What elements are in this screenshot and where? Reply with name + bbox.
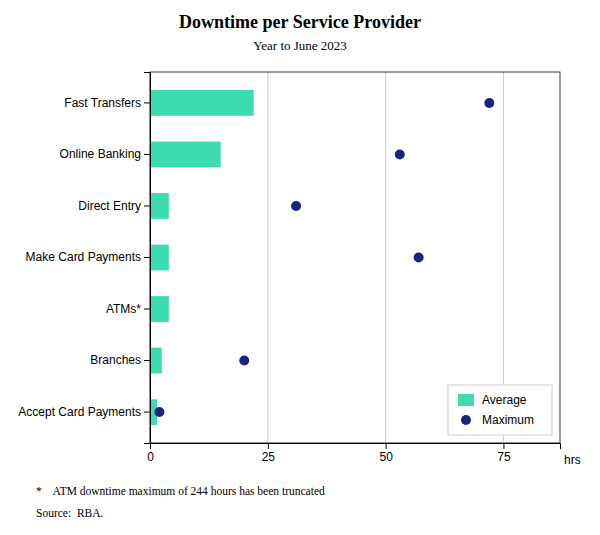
bar bbox=[150, 245, 169, 271]
tick-label: Branches bbox=[90, 353, 141, 367]
bar bbox=[150, 296, 169, 322]
dot bbox=[395, 149, 405, 159]
dot bbox=[239, 356, 249, 366]
tick-label: 50 bbox=[379, 450, 393, 464]
tick: 50 bbox=[379, 443, 393, 464]
bar bbox=[150, 90, 254, 116]
annotation: Source: RBA. bbox=[36, 507, 104, 519]
legend-box bbox=[448, 385, 552, 435]
tick-mark bbox=[386, 443, 387, 449]
bar bbox=[150, 193, 169, 219]
tick-label: Online Banking bbox=[60, 147, 141, 161]
bar bbox=[150, 348, 162, 374]
tick-mark bbox=[268, 443, 269, 449]
axis-line bbox=[151, 444, 561, 450]
tick-label: Accept Card Payments bbox=[18, 405, 141, 419]
bar bbox=[150, 142, 221, 168]
tick-mark bbox=[144, 309, 150, 310]
axis-label: hrs bbox=[564, 453, 581, 467]
tick-mark bbox=[144, 205, 150, 206]
tick-mark bbox=[144, 257, 150, 258]
dot bbox=[414, 253, 424, 263]
tick: ATMs* bbox=[106, 302, 150, 316]
tick-mark bbox=[144, 154, 150, 155]
tick: Online Banking bbox=[60, 147, 150, 161]
chart: Downtime per Service Provider Year to Jun… bbox=[0, 0, 600, 535]
tick-mark bbox=[144, 102, 150, 103]
tick: Accept Card Payments bbox=[18, 405, 150, 419]
axis-line bbox=[144, 73, 151, 444]
legend-swatch bbox=[458, 394, 474, 406]
grid-line bbox=[385, 72, 386, 443]
tick: Branches bbox=[90, 353, 150, 367]
y-axis: Fast Transfers Online Banking Direct Entry… bbox=[18, 73, 150, 444]
tick-label: 25 bbox=[262, 450, 276, 464]
tick-label: ATMs* bbox=[106, 302, 141, 316]
tick: 75 bbox=[497, 443, 511, 464]
subtitle: Year to June 2023 bbox=[253, 38, 347, 53]
tick: 0 bbox=[147, 443, 154, 464]
grid-line bbox=[267, 72, 268, 443]
tick: Direct Entry bbox=[78, 199, 150, 213]
tick: 25 bbox=[262, 443, 276, 464]
dot bbox=[484, 98, 494, 108]
series bbox=[150, 90, 254, 425]
tick: Make Card Payments bbox=[26, 250, 150, 264]
tick-label: Fast Transfers bbox=[64, 96, 141, 110]
legend-label: Average bbox=[482, 393, 527, 407]
x-axis: 0 25 50 75 bbox=[147, 443, 560, 464]
tick-label: 75 bbox=[497, 450, 511, 464]
frame bbox=[150, 72, 560, 443]
series bbox=[154, 98, 494, 417]
annotation: * ATM downtime maximum of 244 hours has … bbox=[36, 485, 325, 497]
title: Downtime per Service Provider bbox=[179, 12, 421, 32]
tick-label: Make Card Payments bbox=[26, 250, 141, 264]
legend-item: Average bbox=[458, 393, 527, 407]
legend-swatch bbox=[461, 415, 471, 425]
dot bbox=[154, 407, 164, 417]
dot bbox=[291, 201, 301, 211]
legend-label: Maximum bbox=[482, 413, 534, 427]
tick-mark bbox=[144, 412, 150, 413]
tick-mark bbox=[503, 443, 504, 449]
legend: Average Maximum bbox=[448, 385, 552, 435]
legend-item: Maximum bbox=[461, 413, 534, 427]
tick-mark bbox=[144, 360, 150, 361]
tick: Fast Transfers bbox=[64, 96, 150, 110]
marks bbox=[150, 90, 494, 425]
tick-label: 0 bbox=[147, 450, 154, 464]
tick-label: Direct Entry bbox=[78, 199, 141, 213]
plot: 0 25 50 75 hrs Fast Transfers Online Banking Di… bbox=[18, 72, 580, 467]
